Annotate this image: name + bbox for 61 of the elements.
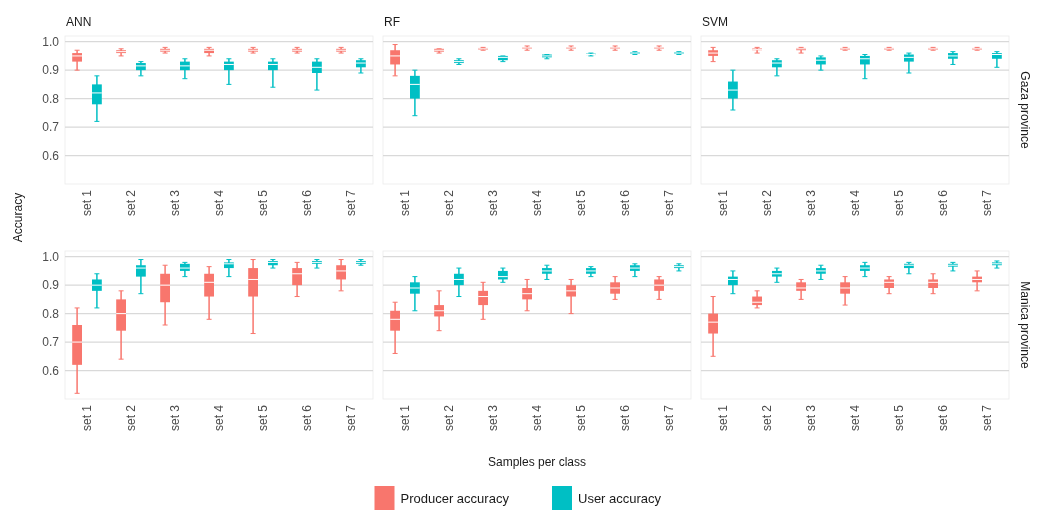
x-tick-label: set 1 [716,404,730,432]
x-tick-label: set 2 [442,404,456,432]
x-tick-label: set 1 [80,404,94,432]
y-tick-label: 1.0 [42,34,60,49]
x-tick-label: set 3 [804,189,818,217]
x-tick-label: set 4 [212,404,226,432]
x-tick-label: set 1 [398,404,412,432]
x-tick-label: set 6 [618,404,632,432]
chart-title: ANN [66,15,92,29]
x-tick-label: set 5 [892,189,906,217]
legend-label: Producer accuracy [400,490,510,506]
legend-label: User accuracy [578,490,662,506]
x-tick-label: set 4 [212,189,226,217]
x-tick-label: set 5 [256,404,270,432]
y-tick-label: 0.7 [42,120,60,135]
chart-title: RF [384,15,400,29]
y-tick-label: 0.8 [42,91,60,106]
x-tick-label: set 6 [936,189,950,217]
y-tick-label: 0.6 [42,148,60,163]
x-tick-label: set 5 [892,404,906,432]
y-tick-label: 0.9 [42,278,60,293]
text: Gaza province [1018,71,1032,150]
text: Manica province [1018,281,1032,370]
x-tick-label: set 4 [848,189,862,217]
x-tick-label: set 3 [486,404,500,432]
x-tick-label: set 4 [530,404,544,432]
x-tick-label: set 1 [80,189,94,217]
x-tick-label: set 6 [300,404,314,432]
x-tick-label: set 7 [980,404,994,432]
x-tick-label: set 5 [574,189,588,217]
y-tick-label: 0.7 [42,335,60,350]
x-tick-label: set 7 [662,189,676,217]
x-tick-label: set 4 [530,189,544,217]
y-tick-label: 0.9 [42,63,60,78]
x-tick-label: set 7 [344,404,358,432]
x-tick-label: set 5 [256,189,270,217]
x-tick-label: set 2 [760,404,774,432]
x-tick-label: set 2 [124,189,138,217]
y-tick-label: 0.6 [42,363,60,378]
x-tick-label: set 3 [168,189,182,217]
x-tick-label: set 6 [936,404,950,432]
x-tick-label: set 1 [398,189,412,217]
x-tick-label: set 6 [618,189,632,217]
y-tick-label: 0.8 [42,306,60,321]
x-tick-label: set 2 [124,404,138,432]
x-tick-label: set 7 [662,404,676,432]
x-tick-label: set 7 [980,189,994,217]
x-tick-label: set 3 [486,189,500,217]
x-tick-label: set 7 [344,189,358,217]
x-tick-label: set 3 [168,404,182,432]
x-tick-label: set 2 [442,189,456,217]
y-axis-title: Accuracy [11,192,25,243]
x-tick-label: set 2 [760,189,774,217]
x-tick-label: set 5 [574,404,588,432]
chart-title: SVM [702,15,729,29]
y-tick-label: 1.0 [42,249,60,264]
x-axis-title: Samples per class [487,455,587,469]
x-tick-label: set 6 [300,189,314,217]
x-tick-label: set 4 [848,404,862,432]
x-tick-label: set 3 [804,404,818,432]
x-tick-label: set 1 [716,189,730,217]
